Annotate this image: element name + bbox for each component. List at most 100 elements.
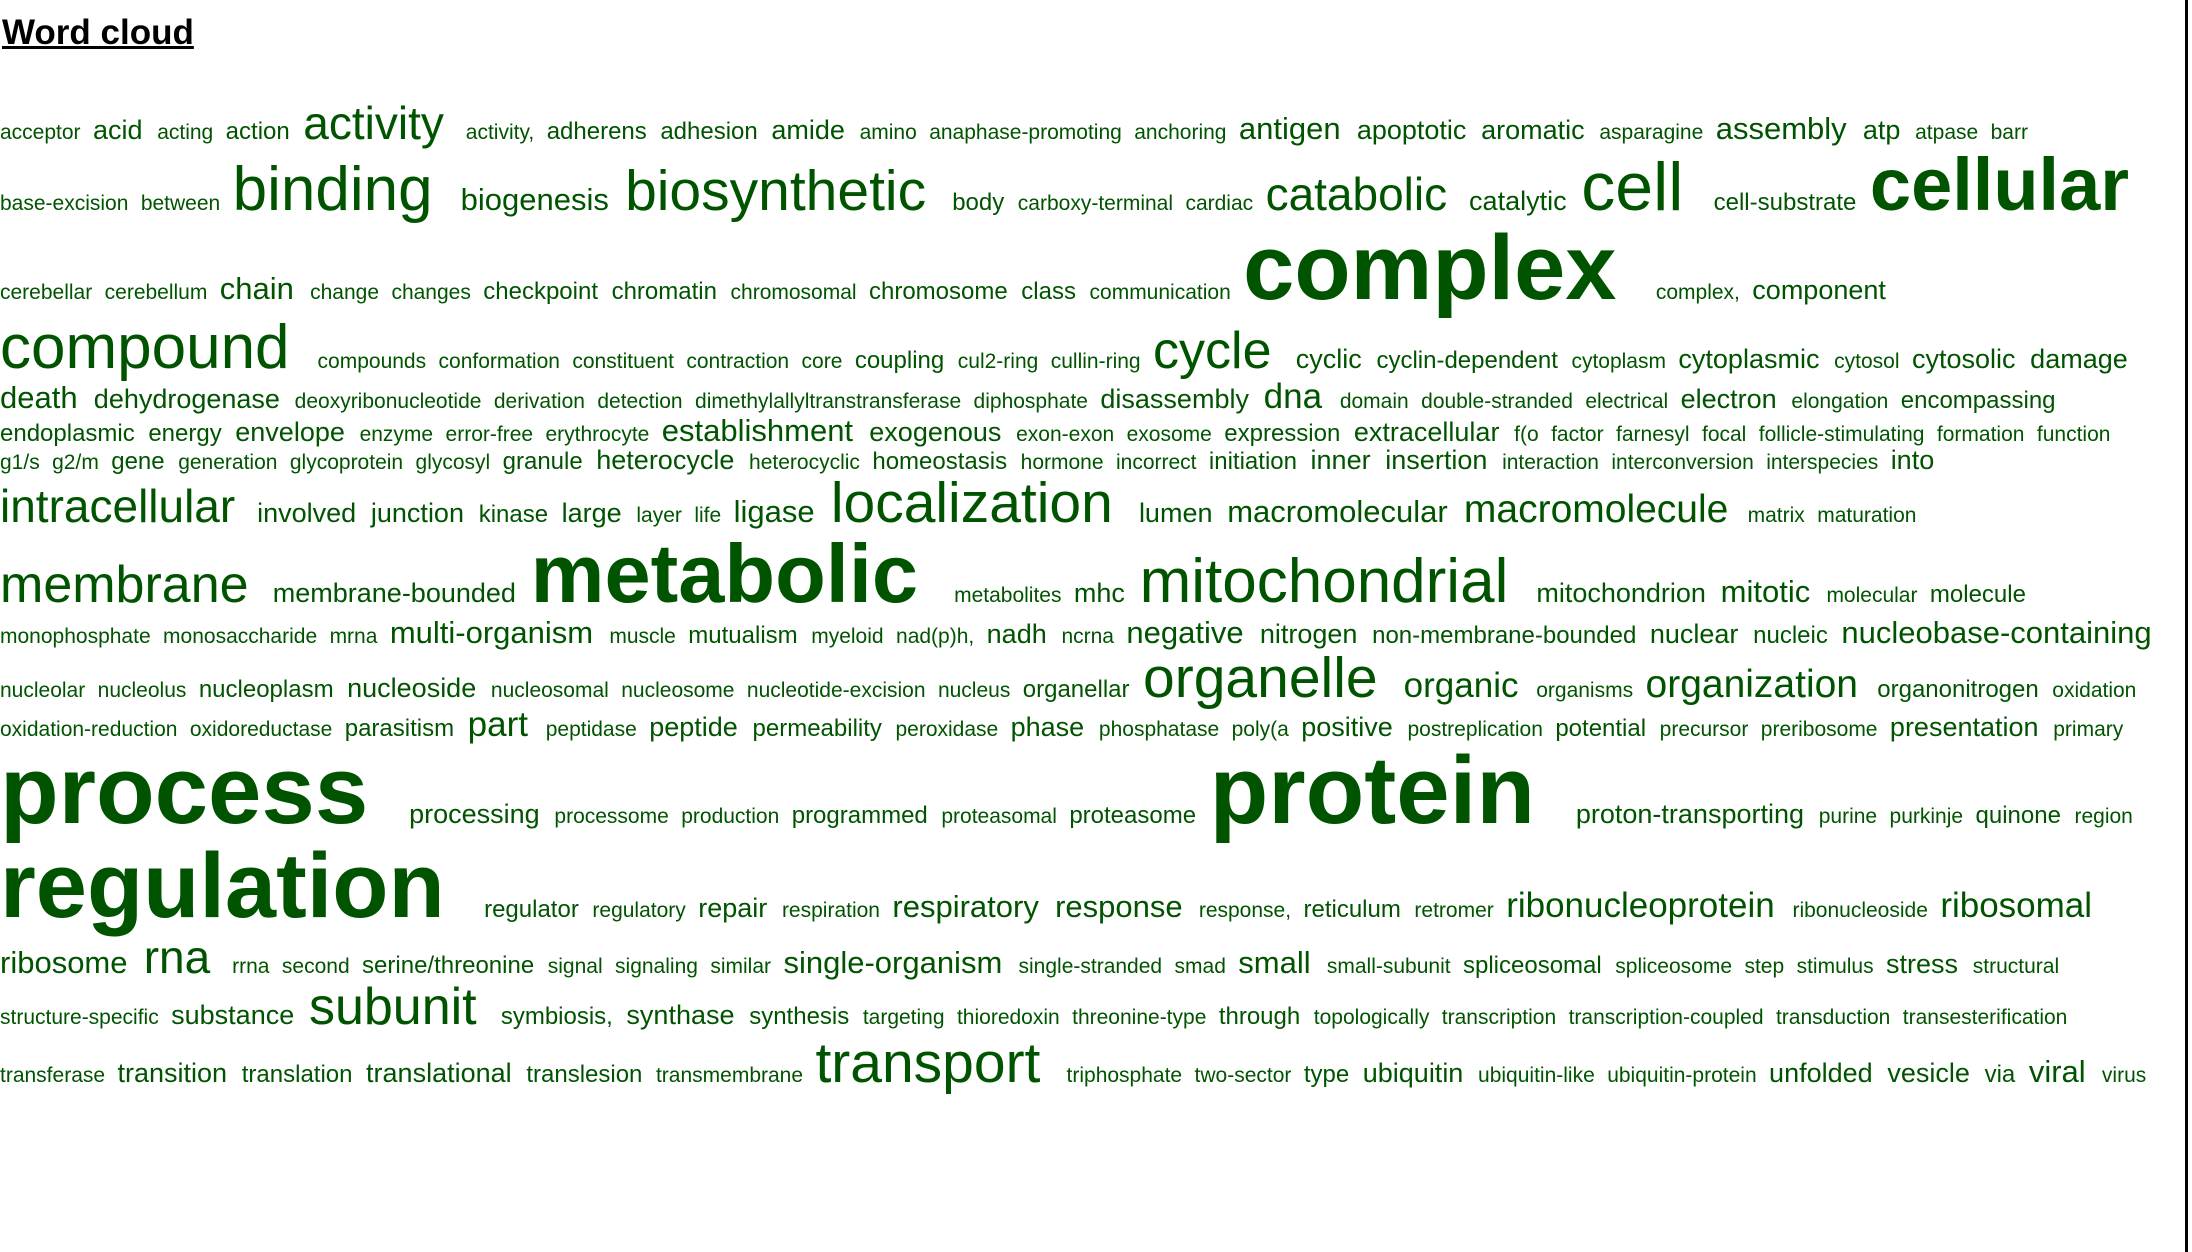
cloud-word[interactable]: organonitrogen xyxy=(1877,675,2039,703)
cloud-word[interactable]: translesion xyxy=(526,1061,643,1089)
cloud-word[interactable]: reticulum xyxy=(1303,896,1401,924)
cloud-word[interactable]: assembly xyxy=(1715,111,1847,146)
cloud-word[interactable]: follicle-stimulating xyxy=(1758,423,1925,447)
cloud-word[interactable]: symbiosis, xyxy=(500,1003,613,1031)
cloud-word[interactable]: cytosol xyxy=(1834,350,1900,374)
cloud-word[interactable]: process xyxy=(0,737,369,845)
cloud-word[interactable]: translational xyxy=(366,1058,512,1089)
cloud-word[interactable]: chain xyxy=(219,271,294,307)
cloud-word[interactable]: cytosolic xyxy=(1911,344,2016,375)
cloud-word[interactable]: granule xyxy=(502,447,583,475)
cloud-word[interactable]: transcription-coupled xyxy=(1568,1006,1764,1030)
cloud-word[interactable]: chromosome xyxy=(868,278,1008,306)
cloud-word[interactable]: disassembly xyxy=(1100,384,1249,415)
cloud-word[interactable]: biosynthetic xyxy=(625,158,927,223)
cloud-word[interactable]: cellular xyxy=(1869,142,2130,226)
cloud-word[interactable]: rrna xyxy=(232,955,270,979)
cloud-word[interactable]: barr xyxy=(1990,121,2028,144)
cloud-word[interactable]: mitotic xyxy=(1720,574,1811,610)
cloud-word[interactable]: structural xyxy=(1972,955,2060,979)
cloud-word[interactable]: atpase xyxy=(1915,121,1979,144)
cloud-word[interactable]: proteasome xyxy=(1069,802,1197,830)
cloud-word[interactable]: nad(p)h, xyxy=(896,625,975,649)
cloud-word[interactable]: mrna xyxy=(329,625,378,649)
cloud-word[interactable]: cerebellum xyxy=(104,281,208,305)
cloud-word[interactable]: negative xyxy=(1126,615,1244,651)
cloud-word[interactable]: establishment xyxy=(661,413,854,449)
cloud-word[interactable]: nuclear xyxy=(1649,619,1739,650)
cloud-word[interactable]: transport xyxy=(815,1031,1041,1096)
cloud-word[interactable]: erythrocyte xyxy=(545,423,650,447)
cloud-word[interactable]: nucleotide-excision xyxy=(746,678,926,702)
cloud-word[interactable]: type xyxy=(1303,1061,1350,1089)
cloud-word[interactable]: enzyme xyxy=(359,423,434,447)
cloud-word[interactable]: cullin-ring xyxy=(1050,350,1141,374)
cloud-word[interactable]: similar xyxy=(710,955,772,979)
cloud-word[interactable]: mitochondrion xyxy=(1536,578,1706,609)
cloud-word[interactable]: retromer xyxy=(1414,899,1494,923)
cloud-word[interactable]: complex, xyxy=(1655,281,1740,305)
cloud-word[interactable]: complex xyxy=(1243,217,1617,320)
cloud-word[interactable]: presentation xyxy=(1889,711,2039,742)
cloud-word[interactable]: triphosphate xyxy=(1066,1064,1183,1088)
cloud-word[interactable]: targeting xyxy=(862,1006,945,1030)
cloud-word[interactable]: insertion xyxy=(1385,444,1488,475)
cloud-word[interactable]: cardiac xyxy=(1185,191,1254,215)
cloud-word[interactable]: nitrogen xyxy=(1259,619,1358,650)
cloud-word[interactable]: anchoring xyxy=(1134,121,1227,144)
cloud-word[interactable]: aromatic xyxy=(1481,115,1585,145)
cloud-word[interactable]: signal xyxy=(547,955,603,979)
cloud-word[interactable]: organic xyxy=(1403,665,1519,705)
cloud-word[interactable]: molecular xyxy=(1826,584,1918,608)
cloud-word[interactable]: spliceosomal xyxy=(1463,952,1602,980)
cloud-word[interactable]: changes xyxy=(391,281,471,305)
cloud-word[interactable]: endoplasmic xyxy=(0,420,135,448)
cloud-word[interactable]: f(o xyxy=(1514,423,1539,447)
cloud-word[interactable]: function xyxy=(2036,423,2111,447)
cloud-word[interactable]: transferase xyxy=(0,1064,106,1088)
cloud-word[interactable]: coupling xyxy=(854,347,945,375)
cloud-word[interactable]: anaphase-promoting xyxy=(929,121,1122,144)
cloud-word[interactable]: response, xyxy=(1198,899,1292,923)
cloud-word[interactable]: metabolic xyxy=(530,527,919,621)
cloud-word[interactable]: organellar xyxy=(1022,675,1130,703)
cloud-word[interactable]: respiration xyxy=(781,899,880,923)
cloud-word[interactable]: translation xyxy=(241,1061,353,1089)
cloud-word[interactable]: deoxyribonucleotide xyxy=(294,390,482,414)
cloud-word[interactable]: ribosomal xyxy=(1940,886,2093,926)
cloud-word[interactable]: compound xyxy=(0,313,290,383)
cloud-word[interactable]: initiation xyxy=(1208,447,1297,475)
cloud-word[interactable]: structure-specific xyxy=(0,1006,159,1030)
cloud-word[interactable]: involved xyxy=(257,498,357,529)
cloud-word[interactable]: maturation xyxy=(1817,504,1917,528)
cloud-word[interactable]: amino xyxy=(859,121,917,144)
cloud-word[interactable]: homeostasis xyxy=(872,447,1008,475)
cloud-word[interactable]: catalytic xyxy=(1469,185,1567,216)
cloud-word[interactable]: ligase xyxy=(733,494,815,530)
cloud-word[interactable]: threonine-type xyxy=(1072,1006,1207,1030)
cloud-word[interactable]: exosome xyxy=(1126,423,1212,447)
cloud-word[interactable]: ribosome xyxy=(0,945,128,981)
cloud-word[interactable]: precursor xyxy=(1659,717,1749,741)
cloud-word[interactable]: compounds xyxy=(317,350,427,374)
cloud-word[interactable]: activity xyxy=(303,97,444,149)
cloud-word[interactable]: constituent xyxy=(572,350,674,374)
cloud-word[interactable]: conformation xyxy=(438,350,560,374)
cloud-word[interactable]: catabolic xyxy=(1265,167,1448,220)
cloud-word[interactable]: primary xyxy=(2053,717,2124,741)
cloud-word[interactable]: matrix xyxy=(1747,504,1805,528)
cloud-word[interactable]: cycle xyxy=(1153,322,1272,381)
cloud-word[interactable]: glycoprotein xyxy=(289,450,404,474)
cloud-word[interactable]: ubiquitin-like xyxy=(1478,1064,1595,1088)
cloud-word[interactable]: mutualism xyxy=(688,622,798,650)
cloud-word[interactable]: proton-transporting xyxy=(1575,799,1805,830)
cloud-word[interactable]: preribosome xyxy=(1760,717,1878,741)
cloud-word[interactable]: hormone xyxy=(1020,450,1104,474)
cloud-word[interactable]: protein xyxy=(1209,737,1535,845)
cloud-word[interactable]: action xyxy=(225,118,290,145)
cloud-word[interactable]: cerebellar xyxy=(0,281,93,305)
cloud-word[interactable]: ubiquitin-protein xyxy=(1607,1064,1757,1088)
cloud-word[interactable]: energy xyxy=(148,420,222,448)
cloud-word[interactable]: transcription xyxy=(1441,1006,1557,1030)
cloud-word[interactable]: membrane xyxy=(0,556,249,615)
